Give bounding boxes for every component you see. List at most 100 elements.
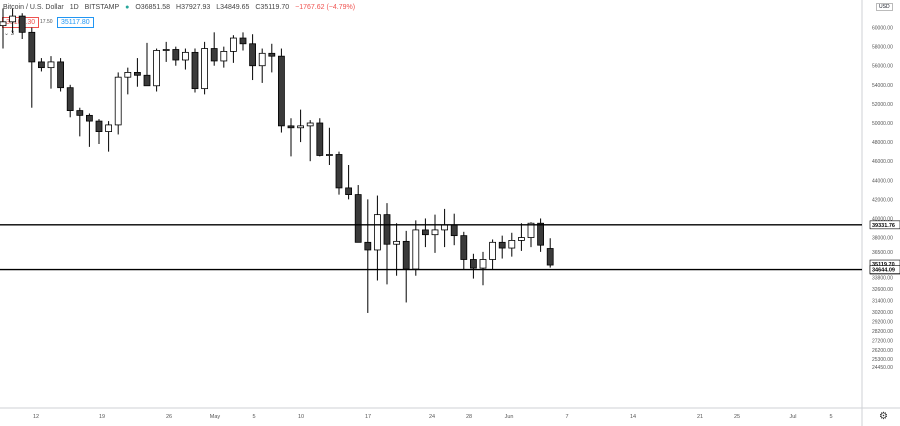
lower-level-label-box <box>869 265 900 274</box>
candle-down <box>239 37 247 45</box>
price-tick-label: 28200.00 <box>872 329 893 335</box>
candle-up <box>479 259 487 269</box>
exchange-label: BITSTAMP <box>84 4 120 11</box>
candle-down <box>133 72 141 76</box>
price-tick-label: 60000.00 <box>872 26 893 32</box>
candle-down <box>537 222 544 246</box>
price-tick-label: 30200.00 <box>872 310 893 316</box>
candle-up <box>220 51 228 62</box>
spread-value: 17.50 <box>40 19 53 25</box>
price-tick-label: 27200.00 <box>872 339 893 345</box>
price-tick-label: 29200.00 <box>872 320 893 326</box>
candle-down <box>450 224 458 237</box>
candle-up <box>297 125 305 129</box>
chart-header: Bitcoin / U.S. Dollar 1D BITSTAMP ● O36851.5… <box>3 4 361 11</box>
time-tick-label: Jun <box>505 414 514 420</box>
time-tick-label: 7 <box>565 414 568 420</box>
buy-button[interactable]: 35117.80 <box>57 17 94 28</box>
candle-up <box>229 37 237 52</box>
price-tick-label: 26200.00 <box>872 348 893 354</box>
candle-up <box>153 50 161 87</box>
price-tick-label: 24450.00 <box>872 365 893 371</box>
candle-down <box>277 55 285 127</box>
candle-down <box>191 51 199 90</box>
price-tick-label: 33800.00 <box>872 276 893 282</box>
candle-down <box>287 125 295 129</box>
price-tick-label: 46000.00 <box>872 159 893 165</box>
currency-label[interactable]: USD <box>876 3 893 11</box>
candle-up <box>162 49 170 51</box>
open-value: O36851.58 <box>135 4 171 11</box>
time-tick-label: 25 <box>734 414 740 420</box>
candle-down <box>95 120 103 132</box>
price-tick-label: 56000.00 <box>872 64 893 70</box>
candle-down <box>546 248 554 266</box>
candle-up <box>47 61 55 69</box>
price-tick-label: 48000.00 <box>872 140 893 146</box>
lower-level-label: 34644.09 <box>872 268 895 274</box>
candle-up <box>9 15 17 23</box>
time-tick-label: 21 <box>697 414 703 420</box>
candle-up <box>412 229 420 270</box>
candle-down <box>249 43 257 67</box>
candle-down <box>28 31 36 63</box>
close-value: C35119.70 <box>255 4 290 11</box>
candle-up <box>527 222 535 238</box>
symbol-title[interactable]: Bitcoin / U.S. Dollar <box>3 4 64 11</box>
collapse-chevron-icon[interactable]: ⌄ 3 <box>4 31 15 37</box>
upper-level-label: 39331.76 <box>872 223 895 229</box>
candle-series <box>0 8 554 313</box>
candle-down <box>421 229 429 236</box>
price-tick-label: 38000.00 <box>872 236 893 242</box>
high-value: H37927.93 <box>176 4 211 11</box>
candle-up <box>431 229 439 236</box>
time-tick-label: 26 <box>166 414 172 420</box>
candle-down <box>268 52 276 57</box>
time-tick-label: 19 <box>99 414 105 420</box>
candle-up <box>489 241 497 260</box>
price-tick-label: 40000.00 <box>872 216 893 222</box>
candle-down <box>57 61 64 89</box>
price-tick-label: 32600.00 <box>872 287 893 293</box>
time-tick-label: Jul <box>789 414 796 420</box>
candle-down <box>210 48 218 62</box>
candle-down <box>18 15 26 33</box>
candle-up <box>114 76 122 126</box>
last-price-label: 35119.70 <box>872 262 895 268</box>
candle-down <box>354 194 362 243</box>
upper-level-label-box <box>869 220 900 230</box>
candle-up <box>306 122 314 127</box>
candle-up <box>325 154 333 156</box>
market-status-icon: ● <box>125 4 130 11</box>
candle-down <box>86 114 93 122</box>
time-tick-label: 12 <box>33 414 39 420</box>
candle-down <box>364 241 372 251</box>
candle-down <box>316 122 324 156</box>
time-tick-label: 5 <box>252 414 255 420</box>
candle-down <box>143 74 151 87</box>
price-tick-label: 52000.00 <box>872 102 893 108</box>
candle-down <box>38 61 45 69</box>
price-tick-label: 31400.00 <box>872 299 893 305</box>
candle-up <box>518 237 525 241</box>
candle-down <box>335 154 343 189</box>
time-tick-label: 28 <box>466 414 472 420</box>
candle-down <box>402 240 410 270</box>
candle-up <box>258 52 266 67</box>
candle-up <box>105 124 112 132</box>
time-tick-label: May <box>210 414 221 420</box>
low-value: L34849.65 <box>216 4 250 11</box>
candle-down <box>172 49 180 61</box>
candle-up <box>124 72 132 78</box>
candle-up <box>373 214 381 251</box>
price-tick-label: 25300.00 <box>872 357 893 363</box>
time-tick-label: 17 <box>365 414 371 420</box>
candle-down <box>345 187 353 195</box>
price-tick-label: 50000.00 <box>872 121 893 127</box>
interval-label[interactable]: 1D <box>69 4 79 11</box>
settings-gear-icon[interactable]: ⚙ <box>879 411 888 422</box>
candle-up <box>0 21 7 27</box>
price-tick-label: 54000.00 <box>872 83 893 89</box>
candle-down <box>66 87 74 111</box>
